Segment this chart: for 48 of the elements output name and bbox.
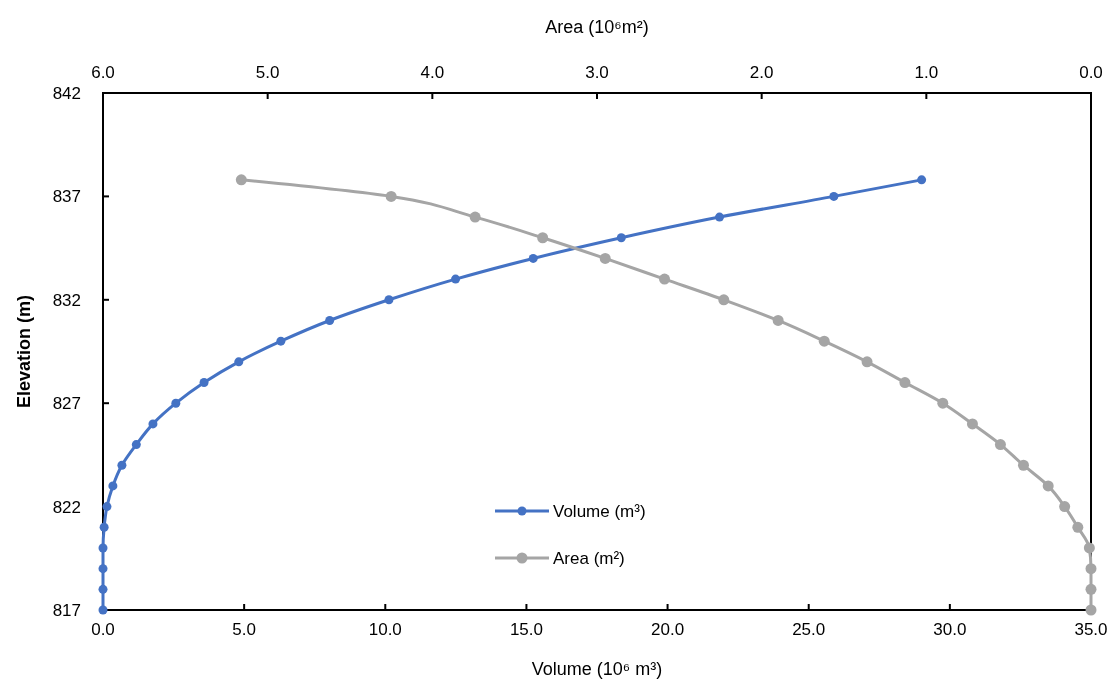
y-tick-label: 837 [52, 187, 81, 207]
point [131, 440, 141, 450]
y-tick-label: 817 [52, 601, 81, 620]
point [98, 605, 108, 615]
x2-tick-label: 2.0 [749, 63, 774, 82]
point [98, 584, 108, 594]
x-tick-label: 35.0 [1074, 620, 1108, 639]
y-tick-label: 822 [52, 497, 81, 517]
point [917, 175, 927, 185]
point [451, 274, 461, 284]
point [616, 233, 626, 243]
point [276, 336, 286, 346]
x2-tick-label: 4.0 [420, 63, 445, 82]
point [829, 191, 839, 201]
y-axis-title: Elevation (m) [14, 294, 34, 409]
point [171, 398, 181, 408]
legend-label: Area (m²) [553, 549, 625, 568]
point [117, 460, 127, 470]
x-tick-label: 10.0 [368, 620, 402, 639]
point [98, 564, 108, 574]
x-tick-label: 0.0 [91, 620, 115, 639]
x2-tick-label: 3.0 [585, 63, 609, 82]
point [148, 419, 158, 429]
x2-tick-label: 5.0 [255, 63, 280, 82]
point [98, 543, 108, 553]
point [234, 357, 244, 367]
point [99, 522, 109, 532]
x-tick-label: 5.0 [232, 620, 256, 639]
point [102, 502, 112, 512]
y-tick-label: 827 [52, 394, 81, 414]
y-tick-label: 842 [52, 84, 81, 103]
point [325, 315, 335, 325]
point [715, 212, 725, 222]
legend-label: Volume (m³) [553, 502, 646, 521]
point [528, 253, 538, 263]
x-tick-label: 20.0 [651, 620, 685, 639]
x2-tick-label: 1.0 [914, 63, 939, 82]
y-tick-label: 832 [52, 290, 81, 310]
point [199, 378, 209, 388]
x-tick-label: 25.0 [792, 620, 826, 639]
x2-tick-label: 6.0 [91, 63, 115, 82]
point [384, 295, 394, 305]
x2-axis-title: Area (10⁶m²) [545, 17, 649, 37]
point [108, 481, 118, 491]
x-axis-title: Volume (10⁶ m³) [531, 659, 663, 679]
x-tick-label: 30.0 [933, 620, 967, 639]
x-tick-label: 15.0 [509, 620, 543, 639]
x2-tick-label: 0.0 [1079, 63, 1103, 82]
